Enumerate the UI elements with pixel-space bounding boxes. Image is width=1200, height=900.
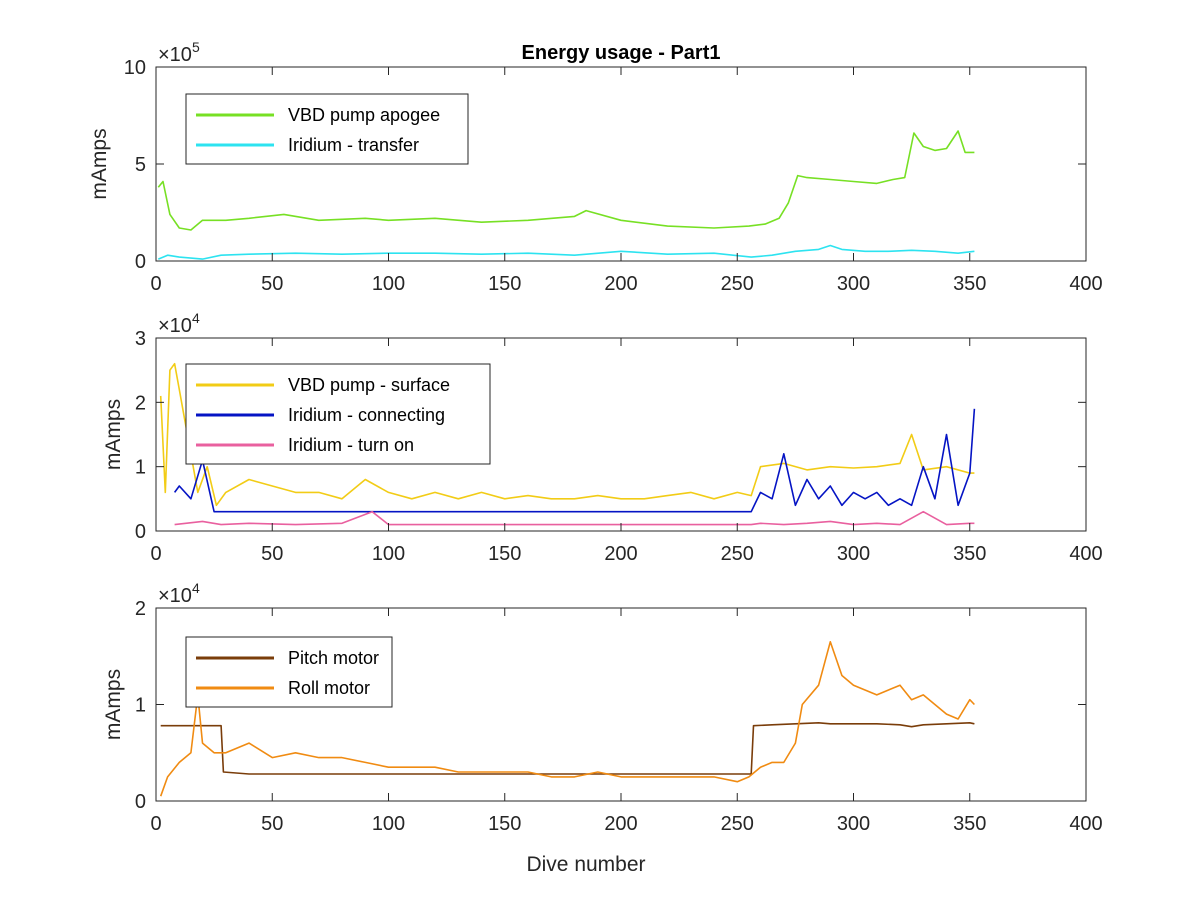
- y-multiplier-base: ×10: [158, 44, 192, 66]
- y-multiplier: ×104: [158, 310, 200, 337]
- chart-title: Energy usage - Part1: [522, 42, 721, 64]
- legend: Pitch motor Roll motor: [185, 636, 393, 708]
- legend-label: Iridium - transfer: [288, 135, 419, 155]
- series-line-1: [159, 362, 975, 507]
- legend-label: Roll motor: [288, 678, 370, 698]
- x-tick-label: 50: [261, 543, 283, 565]
- x-tick-label: 400: [1069, 543, 1102, 565]
- x-tick-label: 200: [604, 543, 637, 565]
- legend-label: Iridium - connecting: [288, 405, 445, 425]
- y-tick-label: 0: [135, 251, 146, 273]
- y-multiplier-exponent: 5: [192, 39, 200, 55]
- y-axis-label: mAmps: [88, 128, 111, 199]
- y-tick-label: 0: [135, 521, 146, 543]
- x-tick-label: 150: [488, 273, 521, 295]
- y-tick-label: 1: [135, 457, 146, 479]
- legend-label: VBD pump apogee: [288, 105, 440, 125]
- series-group: [157, 130, 975, 260]
- legend-box: [185, 93, 469, 165]
- y-tick-label: 2: [135, 392, 146, 414]
- y-multiplier-base: ×10: [158, 585, 192, 607]
- x-tick-label: 300: [837, 813, 870, 835]
- legend: VBD pump - surface Iridium - connecting Ir…: [185, 363, 491, 465]
- legend-label: Iridium - turn on: [288, 435, 414, 455]
- x-tick-label: 250: [721, 813, 754, 835]
- panel-2: 0 50 100 150 200 250 300 350 400 0 1 2 3 ×104 mAmps VBD…: [102, 310, 1103, 565]
- series-line-2: [173, 408, 976, 513]
- panel-1: 0 50 100 150 200 250 300 350 4000510×105mAmpsEne…: [88, 39, 1103, 295]
- x-tick-label: 150: [488, 543, 521, 565]
- panel-3: 0 50 100 150 200 250 300 350 400 0 1 2 ×104 mAmps Dive…: [102, 580, 1103, 876]
- y-tick-label: 1: [135, 695, 146, 717]
- y-tick-label: 2: [135, 598, 146, 620]
- series-line-1: [157, 130, 975, 231]
- x-tick-label: 350: [953, 273, 986, 295]
- y-tick-label: 10: [124, 57, 146, 79]
- y-multiplier-base: ×10: [158, 315, 192, 337]
- x-tick-label: 300: [837, 273, 870, 295]
- x-tick-label: 350: [953, 543, 986, 565]
- x-tick-label: 400: [1069, 273, 1102, 295]
- x-tick-label: 0: [150, 813, 161, 835]
- x-tick-label: 200: [604, 813, 637, 835]
- chart-root: 0 50 100 150 200 250 300 350 4000510×105mAmpsEne…: [88, 39, 1103, 876]
- series-line-2: [157, 244, 975, 260]
- series-group: [159, 362, 976, 526]
- x-tick-label: 150: [488, 813, 521, 835]
- series-line-1: [160, 721, 975, 775]
- x-tick-label: 100: [372, 273, 405, 295]
- series-line-2: [159, 640, 975, 797]
- y-multiplier: ×104: [158, 580, 200, 607]
- x-tick-label: 100: [372, 813, 405, 835]
- legend-label: Pitch motor: [288, 648, 379, 668]
- x-tick-label: 350: [953, 813, 986, 835]
- y-multiplier-exponent: 4: [192, 580, 200, 596]
- y-multiplier: ×105: [158, 39, 200, 66]
- x-tick-label: 0: [150, 543, 161, 565]
- x-tick-label: 250: [721, 273, 754, 295]
- legend-box: [185, 636, 393, 708]
- y-axis-label: mAmps: [102, 669, 125, 740]
- y-tick-label: 3: [135, 328, 146, 350]
- legend-label: VBD pump - surface: [288, 375, 450, 395]
- x-tick-label: 400: [1069, 813, 1102, 835]
- legend: VBD pump apogee Iridium - transfer: [185, 93, 469, 165]
- x-tick-label: 50: [261, 813, 283, 835]
- y-axis-label: mAmps: [102, 399, 125, 470]
- x-axis-label: Dive number: [526, 853, 645, 876]
- y-tick-label: 0: [135, 791, 146, 813]
- x-tick-label: 50: [261, 273, 283, 295]
- series-line-3: [174, 510, 975, 526]
- x-tick-label: 100: [372, 543, 405, 565]
- x-tick-label: 0: [150, 273, 161, 295]
- y-multiplier-exponent: 4: [192, 310, 200, 326]
- x-tick-label: 200: [604, 273, 637, 295]
- x-tick-label: 300: [837, 543, 870, 565]
- series-group: [159, 640, 975, 797]
- x-tick-label: 250: [721, 543, 754, 565]
- y-tick-label: 5: [135, 154, 146, 176]
